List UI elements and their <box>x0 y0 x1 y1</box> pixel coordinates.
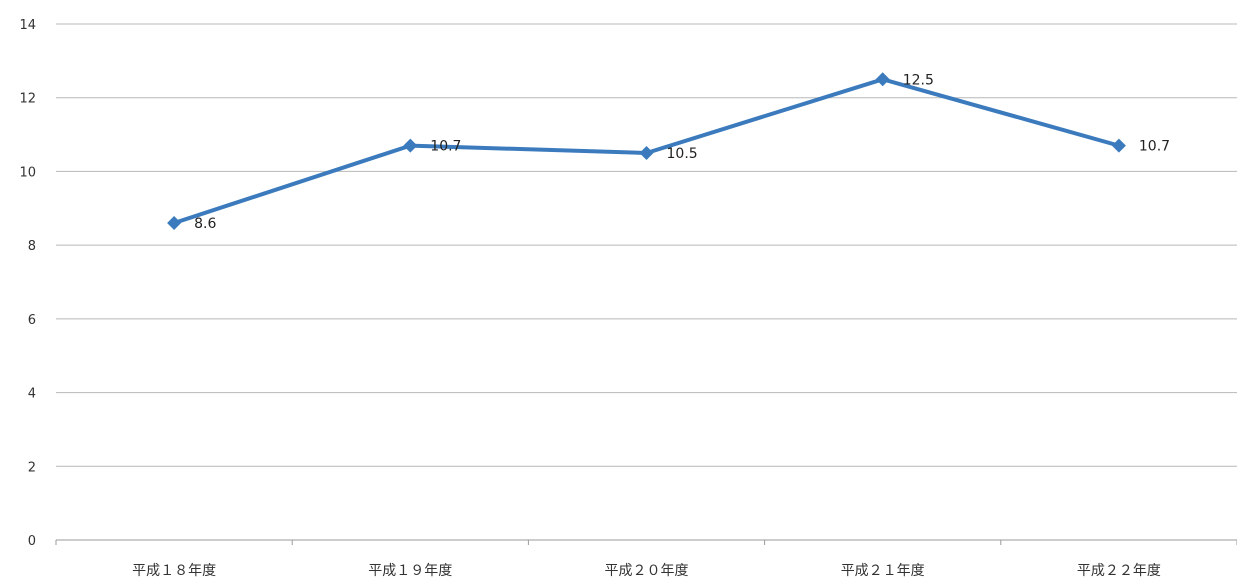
series-line-group <box>167 72 1126 231</box>
data-point-marker <box>403 138 418 153</box>
y-tick-label: 10 <box>19 165 36 180</box>
y-tick-label: 8 <box>28 239 36 254</box>
data-labels: 8.6 10.7 10.5 12.5 10.7 <box>194 72 1170 232</box>
y-tick-label: 0 <box>28 534 36 549</box>
y-axis-ticks: 0 2 4 6 8 10 12 14 <box>19 18 36 549</box>
x-axis: 平成１８年度 平成１９年度 平成２０年度 平成２１年度 平成２２年度 <box>55 539 1237 579</box>
data-label: 10.7 <box>1139 139 1170 155</box>
y-tick-label: 12 <box>19 92 36 107</box>
data-point-marker <box>639 146 654 160</box>
data-label: 12.5 <box>903 72 934 88</box>
gridlines <box>56 23 1237 467</box>
data-point-marker <box>1111 138 1126 153</box>
y-tick-label: 4 <box>28 387 36 402</box>
data-label: 10.7 <box>430 139 461 155</box>
x-tick-label: 平成２１年度 <box>841 563 925 579</box>
y-tick-label: 6 <box>28 313 36 328</box>
x-tick-label: 平成１９年度 <box>368 563 452 579</box>
data-point-marker <box>875 72 890 87</box>
x-tick-label: 平成１８年度 <box>132 563 216 579</box>
data-label: 10.5 <box>667 146 698 162</box>
data-label: 8.6 <box>194 216 216 232</box>
data-point-marker <box>167 216 182 231</box>
x-tick-label: 平成２２年度 <box>1077 563 1161 579</box>
y-tick-label: 2 <box>28 460 36 475</box>
x-tick-label: 平成２０年度 <box>605 563 689 579</box>
y-tick-label: 14 <box>19 18 36 33</box>
